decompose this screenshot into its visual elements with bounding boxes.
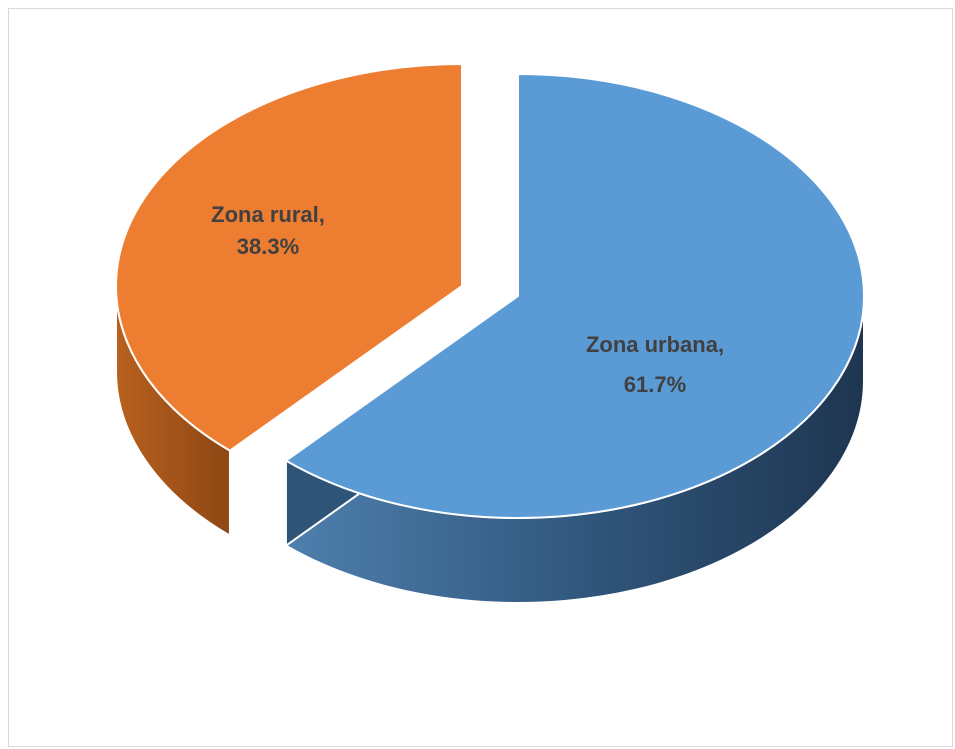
- pie-slice-zona-rural: [115, 62, 463, 538]
- pie-top-zona-rural: [115, 62, 463, 452]
- slice-value-zona-rural: 38.3%: [237, 234, 299, 259]
- pie-top-zona-urbana: [284, 72, 865, 519]
- slice-label-zona-rural: Zona rural,: [211, 202, 325, 227]
- slice-label-zona-urbana: Zona urbana,: [586, 332, 724, 357]
- pie-slice-zona-urbana: [284, 72, 865, 604]
- slice-value-zona-urbana: 61.7%: [624, 372, 686, 397]
